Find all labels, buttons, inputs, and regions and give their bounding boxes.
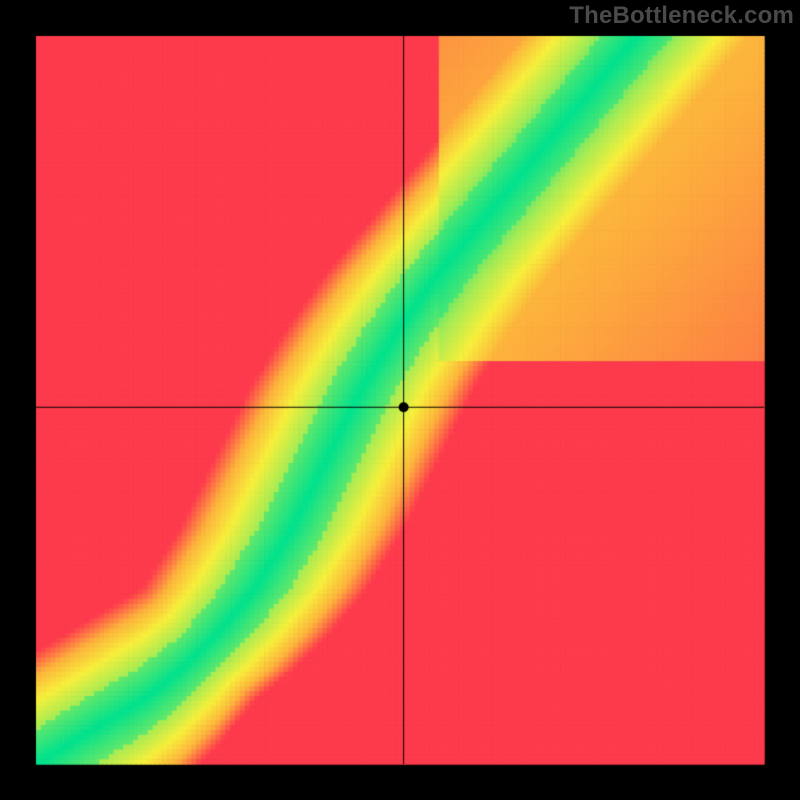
bottleneck-heatmap xyxy=(0,0,800,800)
chart-container: { "watermark": { "text": "TheBottleneck.… xyxy=(0,0,800,800)
watermark-label: TheBottleneck.com xyxy=(569,2,794,30)
